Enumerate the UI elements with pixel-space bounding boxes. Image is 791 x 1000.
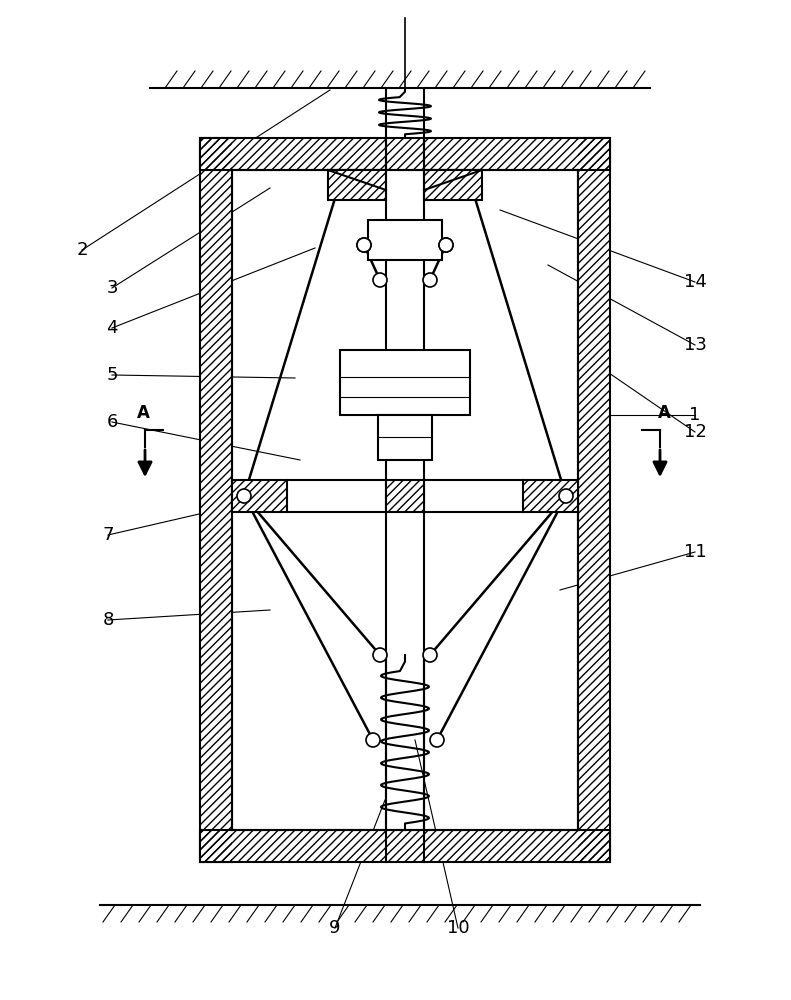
Circle shape	[357, 238, 371, 252]
Bar	[378, 415, 432, 460]
Circle shape	[237, 489, 251, 503]
Text: 4: 4	[106, 319, 118, 337]
Bar	[424, 170, 482, 200]
Bar	[523, 480, 578, 512]
Bar	[200, 138, 610, 170]
Bar	[328, 170, 386, 200]
Text: 14: 14	[683, 273, 706, 291]
Bar	[200, 138, 610, 170]
Bar	[200, 138, 232, 862]
Circle shape	[366, 733, 380, 747]
Text: 2: 2	[76, 241, 88, 259]
Circle shape	[357, 238, 371, 252]
Text: 10: 10	[447, 919, 469, 937]
Bar	[340, 350, 470, 415]
Bar	[386, 480, 424, 512]
Bar	[386, 480, 424, 512]
Text: 9: 9	[329, 919, 341, 937]
Bar	[368, 220, 442, 260]
Text: A: A	[137, 404, 149, 422]
Circle shape	[439, 238, 453, 252]
Circle shape	[373, 648, 387, 662]
Bar	[578, 138, 610, 862]
Circle shape	[373, 273, 387, 287]
Bar	[232, 480, 287, 512]
Bar	[424, 170, 482, 200]
Text: 11: 11	[683, 543, 706, 561]
Text: A: A	[657, 404, 671, 422]
Circle shape	[423, 273, 437, 287]
Text: 12: 12	[683, 423, 706, 441]
Text: 6: 6	[106, 413, 118, 431]
Circle shape	[423, 648, 437, 662]
Circle shape	[439, 238, 453, 252]
Circle shape	[430, 733, 444, 747]
Bar	[232, 480, 287, 512]
Bar	[200, 138, 232, 862]
Bar	[578, 138, 610, 862]
Bar	[328, 170, 386, 200]
Text: 5: 5	[106, 366, 118, 384]
Bar	[200, 830, 610, 862]
Bar	[523, 480, 578, 512]
Circle shape	[559, 489, 573, 503]
Text: 3: 3	[106, 279, 118, 297]
Text: 8: 8	[102, 611, 114, 629]
Text: 13: 13	[683, 336, 706, 354]
Text: 1: 1	[689, 406, 701, 424]
Text: 7: 7	[102, 526, 114, 544]
Bar	[200, 830, 610, 862]
